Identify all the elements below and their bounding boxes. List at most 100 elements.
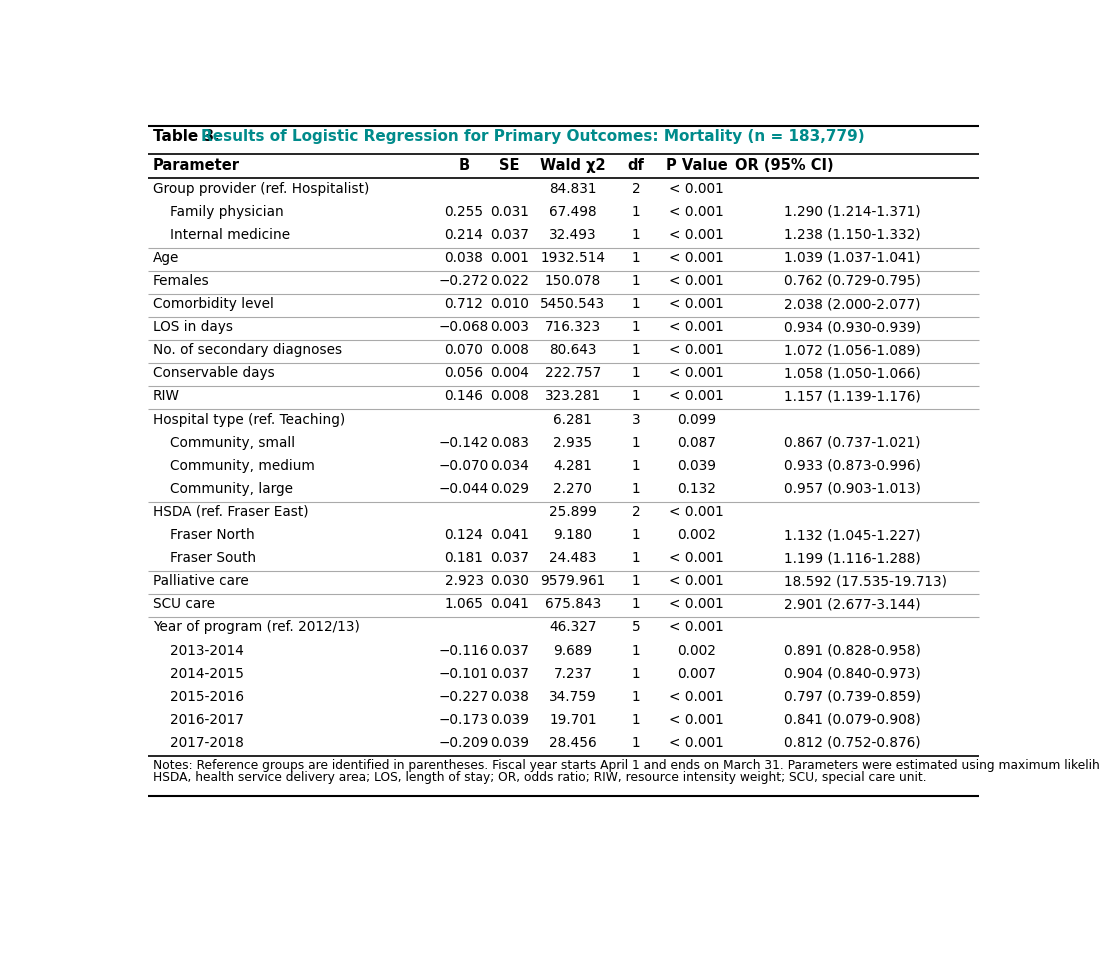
Text: 1: 1 [631,528,640,542]
Text: 9.180: 9.180 [553,528,593,542]
Text: 0.039: 0.039 [491,713,529,727]
Text: 84.831: 84.831 [549,182,596,195]
Text: 18.592 (17.535-19.713): 18.592 (17.535-19.713) [784,575,947,588]
Text: −0.116: −0.116 [439,644,490,657]
Text: Results of Logistic Regression for Primary Outcomes: Mortality (n = 183,779): Results of Logistic Regression for Prima… [201,129,865,144]
Text: 1.290 (1.214-1.371): 1.290 (1.214-1.371) [784,205,921,219]
Text: 2013-2014: 2013-2014 [170,644,244,657]
Text: LOS in days: LOS in days [153,320,233,334]
Text: 1: 1 [631,343,640,357]
Text: 1: 1 [631,366,640,381]
Text: SE: SE [499,158,520,173]
Text: Community, medium: Community, medium [170,458,315,473]
Text: 1: 1 [631,435,640,450]
Text: 1: 1 [631,690,640,703]
Text: OR (95% CI): OR (95% CI) [735,158,833,173]
Text: 0.891 (0.828-0.958): 0.891 (0.828-0.958) [784,644,921,657]
Text: 0.038: 0.038 [444,251,484,265]
Text: 0.255: 0.255 [444,205,484,219]
Text: 1: 1 [631,320,640,334]
Text: < 0.001: < 0.001 [669,389,724,404]
Text: 0.010: 0.010 [491,297,529,311]
Text: 0.037: 0.037 [491,644,529,657]
Text: 0.039: 0.039 [678,458,716,473]
Text: RIW: RIW [153,389,180,404]
Text: < 0.001: < 0.001 [669,366,724,381]
Text: 0.132: 0.132 [678,481,716,496]
Text: 2.270: 2.270 [553,481,592,496]
Text: P Value: P Value [666,158,727,173]
Text: 1: 1 [631,575,640,588]
Text: 0.008: 0.008 [491,389,529,404]
Text: 1: 1 [631,228,640,242]
Text: 1: 1 [631,667,640,680]
Text: 1: 1 [631,644,640,657]
Text: 2.901 (2.677-3.144): 2.901 (2.677-3.144) [784,598,921,611]
Text: 0.087: 0.087 [678,435,716,450]
Text: 1.199 (1.116-1.288): 1.199 (1.116-1.288) [784,552,921,565]
Text: 0.712: 0.712 [444,297,484,311]
Text: < 0.001: < 0.001 [669,690,724,703]
Text: 0.004: 0.004 [491,366,529,381]
Text: 2016-2017: 2016-2017 [170,713,244,727]
Text: < 0.001: < 0.001 [669,320,724,334]
Text: 46.327: 46.327 [549,621,596,634]
Text: Community, large: Community, large [170,481,293,496]
Text: 0.001: 0.001 [491,251,529,265]
Text: 1932.514: 1932.514 [540,251,605,265]
Text: Fraser South: Fraser South [170,552,256,565]
Text: 2014-2015: 2014-2015 [170,667,244,680]
Text: Conservable days: Conservable days [153,366,275,381]
Text: 0.007: 0.007 [678,667,716,680]
Text: Fraser North: Fraser North [170,528,255,542]
Text: 9579.961: 9579.961 [540,575,605,588]
Text: Year of program (ref. 2012/13): Year of program (ref. 2012/13) [153,621,360,634]
Text: 0.039: 0.039 [491,736,529,750]
Text: 1: 1 [631,598,640,611]
Text: < 0.001: < 0.001 [669,736,724,750]
Text: < 0.001: < 0.001 [669,505,724,519]
Text: 0.214: 0.214 [444,228,484,242]
Text: −0.044: −0.044 [439,481,490,496]
Text: −0.227: −0.227 [439,690,490,703]
Text: 6.281: 6.281 [553,412,592,427]
Text: 0.038: 0.038 [491,690,529,703]
Text: 32.493: 32.493 [549,228,596,242]
Text: 1: 1 [631,274,640,288]
Text: 2.923: 2.923 [444,575,484,588]
Text: 25.899: 25.899 [549,505,597,519]
Text: −0.070: −0.070 [439,458,490,473]
Text: 0.146: 0.146 [444,389,484,404]
Text: 2017-2018: 2017-2018 [170,736,244,750]
Text: 67.498: 67.498 [549,205,596,219]
Text: 1.065: 1.065 [444,598,484,611]
Text: 34.759: 34.759 [549,690,597,703]
Text: 1: 1 [631,389,640,404]
Text: < 0.001: < 0.001 [669,205,724,219]
Text: < 0.001: < 0.001 [669,552,724,565]
Text: Table 3.: Table 3. [153,129,225,144]
Text: 0.003: 0.003 [491,320,529,334]
Text: 0.056: 0.056 [444,366,484,381]
Text: Family physician: Family physician [170,205,284,219]
Text: 7.237: 7.237 [553,667,592,680]
Text: Wald χ2: Wald χ2 [540,158,606,173]
Text: B: B [459,158,470,173]
Text: 0.904 (0.840-0.973): 0.904 (0.840-0.973) [784,667,921,680]
Text: 1: 1 [631,552,640,565]
Text: 3: 3 [631,412,640,427]
Text: < 0.001: < 0.001 [669,228,724,242]
Text: Palliative care: Palliative care [153,575,249,588]
Text: 0.099: 0.099 [678,412,716,427]
Text: df: df [628,158,645,173]
Text: < 0.001: < 0.001 [669,713,724,727]
Text: < 0.001: < 0.001 [669,621,724,634]
Text: 1.132 (1.045-1.227): 1.132 (1.045-1.227) [784,528,921,542]
Text: 1.238 (1.150-1.332): 1.238 (1.150-1.332) [784,228,921,242]
Text: 675.843: 675.843 [544,598,601,611]
Text: 0.030: 0.030 [491,575,529,588]
Text: < 0.001: < 0.001 [669,251,724,265]
Text: SCU care: SCU care [153,598,214,611]
Text: 0.797 (0.739-0.859): 0.797 (0.739-0.859) [784,690,921,703]
Text: 150.078: 150.078 [544,274,601,288]
